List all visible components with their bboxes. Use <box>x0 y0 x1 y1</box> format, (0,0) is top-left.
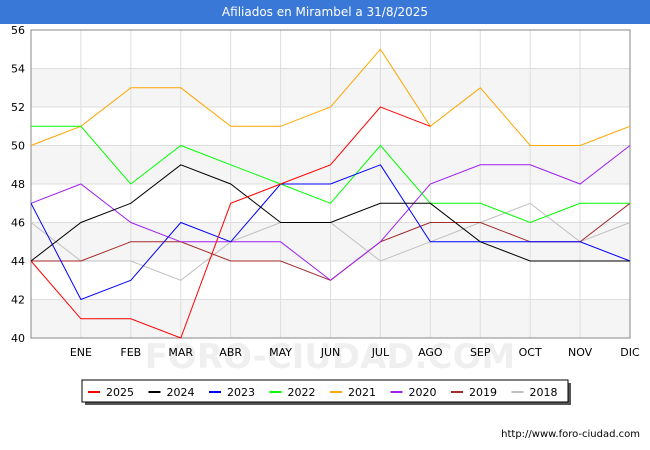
series-line-2025 <box>30 106 431 339</box>
legend-item-2023: 2023 <box>209 386 255 399</box>
legend-item-2022: 2022 <box>269 386 316 399</box>
x-tick-label: MAR <box>168 346 193 359</box>
legend-label: 2018 <box>530 386 558 399</box>
series-line-2021 <box>30 48 631 146</box>
x-tick-label: DIC <box>620 346 640 359</box>
y-tick-label: 44 <box>11 255 25 268</box>
series-line-2024 <box>30 164 630 262</box>
plot-frame <box>30 29 631 339</box>
x-tick-label: JUN <box>320 346 341 359</box>
legend-label: 2024 <box>167 386 195 399</box>
series-lines <box>30 48 631 339</box>
series-line-2022 <box>31 125 630 224</box>
watermark: FORO-CIUDAD.COM <box>145 337 516 377</box>
legend-item-2024: 2024 <box>148 386 195 399</box>
x-tick-label: JUL <box>371 346 390 359</box>
legend-label: 2021 <box>348 386 376 399</box>
x-tick-label: NOV <box>568 346 593 359</box>
legend-label: 2023 <box>227 386 255 399</box>
legend-item-2025: 2025 <box>88 386 134 399</box>
legend-item-2021: 2021 <box>330 386 376 399</box>
y-tick-label: 54 <box>11 63 25 76</box>
y-tick-label: 46 <box>11 217 25 230</box>
series-line-2023 <box>30 164 631 301</box>
x-tick-label: ENE <box>70 346 92 359</box>
legend-item-2019: 2019 <box>451 386 497 399</box>
chart-title: Afiliados en Mirambel a 31/8/2025 <box>0 0 650 24</box>
x-tick-label: OCT <box>519 346 542 359</box>
x-axis-ticks: ENE FEB MAR ABR MAY JUN JUL AGO SEP OCT NOV DIC <box>70 346 640 359</box>
y-tick-label: 42 <box>11 294 25 307</box>
x-tick-label: AGO <box>418 346 443 359</box>
x-tick-label: SEP <box>470 346 491 359</box>
legend-box <box>81 379 569 403</box>
y-axis-ticks: 40 42 44 46 48 50 52 54 56 <box>11 24 25 345</box>
series-line-2020 <box>30 145 631 281</box>
y-tick-label: 52 <box>11 101 25 114</box>
legend-label: 2019 <box>469 386 497 399</box>
legend-label: 2022 <box>288 386 316 399</box>
footer-url: http://www.foro-ciudad.com <box>501 429 640 440</box>
legend: 2025 2024 2023 2022 2021 2020 2019 2018 <box>81 379 571 405</box>
legend-label: 2020 <box>409 386 437 399</box>
legend-item-2020: 2020 <box>390 386 437 399</box>
x-tick-label: FEB <box>120 346 141 359</box>
x-tick-label: MAY <box>269 346 292 359</box>
y-tick-label: 56 <box>11 24 25 37</box>
x-tick-label: ABR <box>219 346 242 359</box>
y-tick-label: 48 <box>11 178 25 191</box>
legend-label: 2025 <box>106 386 134 399</box>
y-tick-label: 40 <box>11 332 25 345</box>
y-tick-label: 50 <box>11 140 25 153</box>
legend-item-2018: 2018 <box>511 386 558 399</box>
